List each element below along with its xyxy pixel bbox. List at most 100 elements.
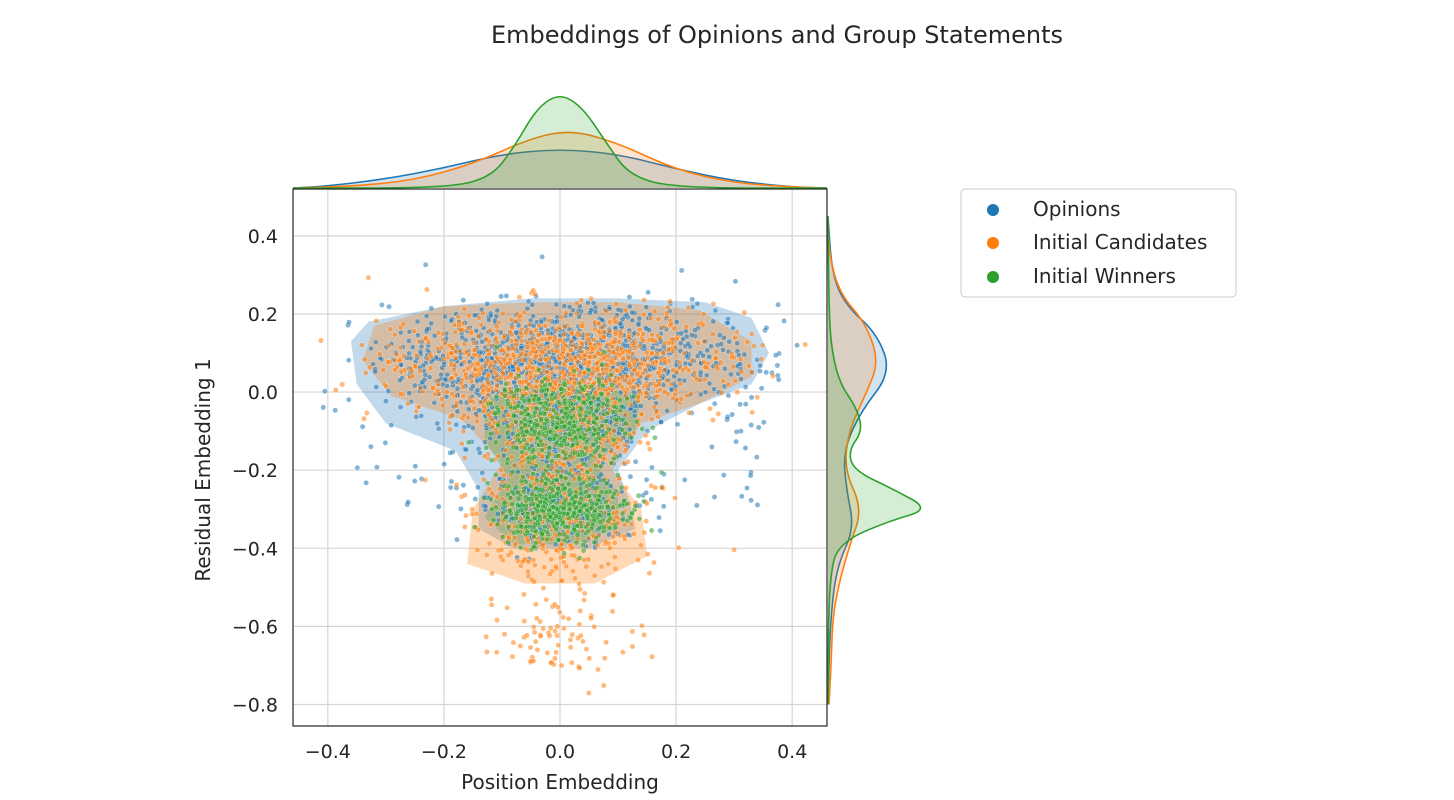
winner-point	[500, 535, 505, 540]
candidate-point	[428, 354, 433, 359]
candidate-point	[540, 349, 545, 354]
opinion-point	[661, 504, 666, 509]
candidate-point	[561, 346, 566, 351]
candidate-point	[506, 347, 511, 352]
candidate-point	[531, 658, 536, 663]
opinion-point	[795, 343, 800, 348]
winner-point	[610, 409, 615, 414]
opinion-point	[480, 470, 485, 475]
candidate-point	[606, 541, 611, 546]
candidate-point	[388, 326, 393, 331]
top-marginal-kde	[293, 97, 827, 188]
winner-point	[493, 472, 498, 477]
candidate-point	[703, 364, 708, 369]
winner-point	[628, 516, 633, 521]
opinion-point	[448, 485, 453, 490]
opinion-point	[442, 462, 447, 467]
winner-point	[495, 522, 500, 527]
candidate-point	[650, 337, 655, 342]
legend-label-initial-candidates: Initial Candidates	[1033, 230, 1207, 254]
winner-point	[603, 499, 608, 504]
winner-point	[564, 406, 569, 411]
x-tick-label: −0.4	[305, 741, 351, 763]
opinion-point	[743, 402, 748, 407]
candidate-point	[586, 536, 591, 541]
opinion-point	[424, 327, 429, 332]
opinion-point	[475, 387, 480, 392]
candidate-point	[621, 356, 626, 361]
candidate-point	[487, 541, 492, 546]
opinion-point	[455, 409, 460, 414]
opinion-point	[554, 319, 559, 324]
winner-point	[572, 423, 577, 428]
candidate-point	[452, 362, 457, 367]
candidate-point	[721, 378, 726, 383]
winner-point	[493, 440, 498, 445]
winner-point	[617, 503, 622, 508]
winner-point	[489, 507, 494, 512]
candidate-point	[501, 371, 506, 376]
candidate-point	[473, 347, 478, 352]
winner-point	[562, 532, 567, 537]
candidate-point	[473, 353, 478, 358]
opinion-point	[429, 306, 434, 311]
opinion-point	[719, 342, 724, 347]
candidate-point	[555, 605, 560, 610]
winner-point	[510, 502, 515, 507]
winner-point	[561, 424, 566, 429]
candidate-point	[399, 369, 404, 374]
opinion-point	[473, 496, 478, 501]
opinion-point	[373, 340, 378, 345]
candidate-point	[418, 369, 423, 374]
winner-point	[581, 548, 586, 553]
candidate-point	[538, 634, 543, 639]
candidate-point	[627, 349, 632, 354]
winner-point	[586, 494, 591, 499]
candidate-point	[450, 413, 455, 418]
candidate-point	[440, 337, 445, 342]
winner-point	[599, 362, 604, 367]
winner-point	[522, 445, 527, 450]
candidate-point	[586, 690, 591, 695]
candidate-point	[669, 382, 674, 387]
candidate-point	[626, 334, 631, 339]
winner-point	[521, 394, 526, 399]
candidate-point	[496, 454, 501, 459]
candidate-point	[532, 563, 537, 568]
joint-plot: Embeddings of Opinions and Group Stateme…	[0, 0, 1454, 800]
opinion-point	[647, 327, 652, 332]
opinion-point	[630, 318, 635, 323]
opinion-point	[587, 310, 592, 315]
opinion-point	[681, 336, 686, 341]
candidate-point	[449, 376, 454, 381]
candidate-point	[760, 343, 765, 348]
winner-point	[633, 503, 638, 508]
opinion-point	[738, 376, 743, 381]
opinion-point	[413, 464, 418, 469]
candidate-point	[520, 454, 525, 459]
candidate-point	[606, 561, 611, 566]
candidate-point	[582, 597, 587, 602]
winner-point	[515, 437, 520, 442]
candidate-point	[636, 557, 641, 562]
winner-point	[506, 484, 511, 489]
candidate-point	[499, 467, 504, 472]
winner-point	[540, 379, 545, 384]
candidate-point	[359, 343, 364, 348]
candidate-point	[577, 581, 582, 586]
winner-point	[549, 480, 554, 485]
candidate-point	[524, 633, 529, 638]
candidate-point	[476, 361, 481, 366]
winner-point	[534, 478, 539, 483]
candidate-point	[414, 409, 419, 414]
opinion-point	[722, 366, 727, 371]
opinion-point	[616, 307, 621, 312]
candidate-point	[528, 358, 533, 363]
candidate-point	[623, 412, 628, 417]
candidate-point	[750, 410, 755, 415]
winner-point	[532, 397, 537, 402]
legend-marker-initial-candidates	[987, 237, 999, 249]
winner-point	[541, 504, 546, 509]
winner-point	[511, 516, 516, 521]
winner-point	[659, 470, 664, 475]
